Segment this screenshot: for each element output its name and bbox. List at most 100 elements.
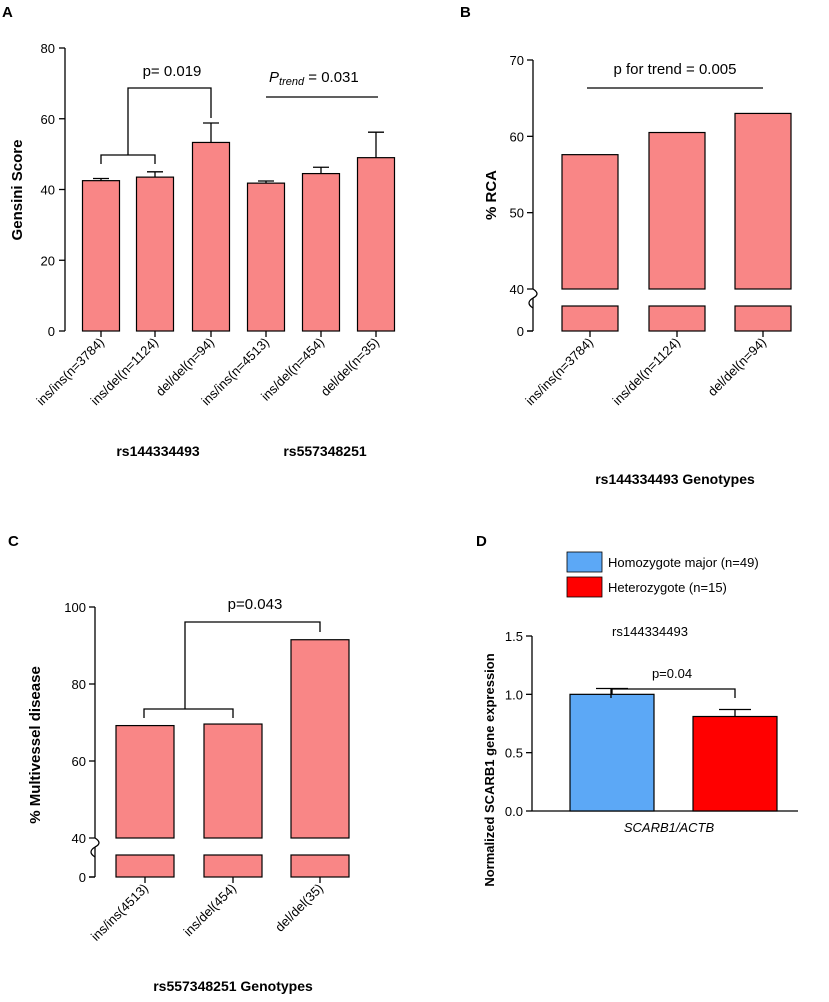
panel-a: A Gensini Score 0 20 40 60 80 ins/ins(n=3784…: [2, 4, 396, 459]
panel-d-xlabel: SCARB1/ACTB: [624, 820, 715, 835]
c-bar-lower: [203, 854, 263, 878]
c-ytick-label: 60: [72, 754, 86, 769]
c-bar: [115, 724, 175, 839]
panel-a-pvalue-2: Ptrend = 0.031: [269, 69, 359, 88]
panel-d-legend: Homozygote major (n=49) Heterozygote (n=…: [566, 551, 759, 598]
panel-d-letter: D: [476, 533, 487, 550]
c-xtick-label: del/del(35): [272, 881, 326, 935]
panel-a-group-2: rs557348251: [283, 443, 367, 459]
panel-a-bar: [356, 157, 396, 332]
panel-b-pvalue: p for trend = 0.005: [613, 61, 736, 78]
panel-a-error-bar: [368, 131, 384, 158]
panel-c-y-axis: 0 40 60 80 100: [64, 600, 100, 885]
panel-d-bars: [569, 687, 778, 812]
panel-d-bracket: [610, 688, 736, 698]
panel-a-letter: A: [2, 4, 13, 21]
b-bar-lower: [734, 305, 792, 332]
c-axis-break: [89, 837, 100, 848]
c-bar-lower: [290, 854, 350, 878]
c-bar: [203, 723, 263, 839]
panel-d-title: rs144334493: [612, 624, 688, 639]
panel-c-pvalue: p=0.043: [228, 596, 283, 613]
panel-a-ytick-label: 40: [41, 183, 55, 198]
panel-a-ytick-label: 80: [41, 41, 55, 56]
c-ytick-label: 100: [64, 600, 86, 615]
b-bar-lower: [648, 305, 706, 332]
b-xtick-label: del/del(n=94): [705, 335, 770, 400]
panel-d-bar: [569, 693, 655, 812]
c-xtick-label: ins/ins(4513): [88, 881, 151, 944]
b-ytick-label: 40: [510, 282, 524, 297]
panel-a-bars: [81, 122, 396, 332]
panel-a-xtick-label: del/del(n=35): [318, 335, 383, 400]
b-bar: [734, 112, 792, 290]
panel-c-xlabel: rs557348251 Genotypes: [153, 978, 313, 994]
panel-b-y-axis: 0 40 50 60 70: [510, 53, 538, 339]
panel-c-bars: [115, 639, 350, 878]
b-xtick-label: ins/del(n=1124): [610, 335, 684, 409]
panel-c-bracket: [143, 621, 321, 718]
b-ytick-label: 60: [510, 129, 524, 144]
c-ytick-label: 40: [72, 831, 86, 846]
panel-b-ylabel: % RCA: [483, 170, 500, 220]
panel-d-bar: [692, 715, 778, 812]
panel-d: D Homozygote major (n=49) Heterozygote (…: [476, 533, 798, 887]
panel-a-bracket-1: [100, 87, 212, 164]
c-bar: [290, 639, 350, 839]
c-axis-break-lower: [90, 846, 96, 858]
panel-d-ytick-label: 1.5: [505, 629, 523, 644]
panel-a-error-bar: [93, 177, 109, 181]
c-ytick-label: 80: [72, 677, 86, 692]
b-axis-break: [527, 288, 538, 299]
panel-a-bar: [135, 176, 175, 332]
b-xtick-label: ins/ins(n=3784): [522, 335, 596, 409]
panel-a-ptrend-p: P: [269, 69, 279, 86]
legend-swatch-homozygote: [566, 551, 603, 573]
panel-a-ptrend-sub: trend: [279, 76, 305, 88]
panel-a-ptrend-value: = 0.031: [304, 69, 359, 86]
panel-a-bar: [246, 182, 286, 332]
panel-d-ylabel: Normalized SCARB1 gene expression: [482, 653, 497, 886]
legend-label-homozygote: Homozygote major (n=49): [608, 555, 759, 570]
panel-a-error-bar: [258, 180, 274, 184]
b-axis-break-lower: [528, 297, 534, 309]
panel-a-ytick-label: 0: [48, 324, 55, 339]
panel-d-error-bar: [719, 708, 751, 717]
b-ytick-label: 50: [510, 206, 524, 221]
legend-swatch-heterozygote: [566, 576, 603, 598]
panel-b: B % RCA 0 40 50 60 70 ins/ins(n=3784) ins/del…: [460, 4, 792, 487]
b-bar-lower: [561, 305, 619, 332]
panel-b-bars: [561, 112, 792, 332]
b-ytick-label: 0: [517, 324, 524, 339]
panel-d-pvalue: p=0.04: [652, 666, 692, 681]
c-bar-lower: [115, 854, 175, 878]
panel-c: C % Multivessel disease 0 40 60 80 100 ins/i…: [8, 533, 350, 994]
legend-label-heterozygote: Heterozygote (n=15): [608, 580, 727, 595]
panel-a-ylabel: Gensini Score: [9, 140, 26, 241]
panel-a-error-bar: [147, 171, 163, 178]
panel-a-error-bar: [203, 122, 219, 143]
panel-b-xlabel: rs144334493 Genotypes: [595, 471, 755, 487]
panel-a-bar: [301, 172, 341, 332]
panel-c-letter: C: [8, 533, 19, 550]
panel-a-ytick-label: 20: [41, 253, 55, 268]
panel-b-x-ticks: ins/ins(n=3784) ins/del(n=1124) del/del(n=…: [522, 331, 769, 408]
panel-a-bar: [81, 180, 121, 332]
panel-a-y-axis: 0 20 40 60 80: [41, 41, 66, 339]
panel-d-ytick-label: 1.0: [505, 687, 523, 702]
b-bar: [648, 131, 706, 290]
b-bar: [561, 154, 619, 290]
panel-a-pvalue-1: p= 0.019: [143, 63, 202, 80]
panel-a-group-1: rs144334493: [116, 443, 200, 459]
panel-c-ylabel: % Multivessel disease: [27, 666, 44, 824]
panel-d-ytick-label: 0.0: [505, 804, 523, 819]
c-xtick-label: ins/del(454): [180, 881, 239, 940]
panel-c-x-ticks: ins/ins(4513) ins/del(454) del/del(35): [88, 877, 326, 944]
panel-d-ytick-label: 0.5: [505, 746, 523, 761]
c-ytick-label: 0: [79, 870, 86, 885]
panel-a-error-bar: [313, 166, 329, 174]
panel-a-bar: [191, 141, 231, 332]
b-ytick-label: 70: [510, 53, 524, 68]
panel-a-ytick-label: 60: [41, 112, 55, 127]
